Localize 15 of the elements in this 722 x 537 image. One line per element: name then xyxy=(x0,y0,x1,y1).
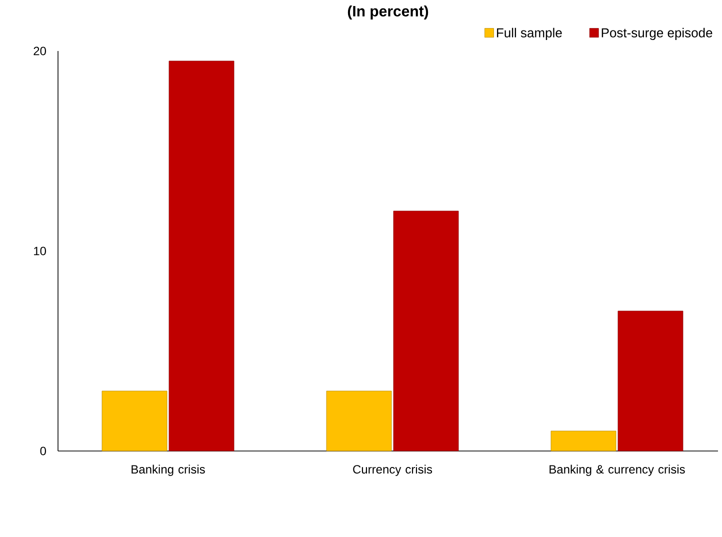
legend-label: Post-surge episode xyxy=(602,28,712,40)
bar xyxy=(102,390,168,452)
x-tick-label: Currency crisis xyxy=(353,464,432,476)
bar xyxy=(168,60,234,452)
x-tick-label: Banking crisis xyxy=(132,464,205,476)
bar xyxy=(550,430,616,452)
y-tick-label: 0 xyxy=(40,446,46,456)
bar xyxy=(393,210,459,452)
y-tick-label: 20 xyxy=(34,46,46,56)
y-tick-label: 10 xyxy=(34,246,46,256)
legend-label: Full sample xyxy=(496,28,562,40)
x-tick-label: Banking & currency crisis xyxy=(550,464,685,476)
chart-title: (In percent) xyxy=(348,5,428,20)
bar xyxy=(618,310,684,452)
bar xyxy=(326,390,392,452)
